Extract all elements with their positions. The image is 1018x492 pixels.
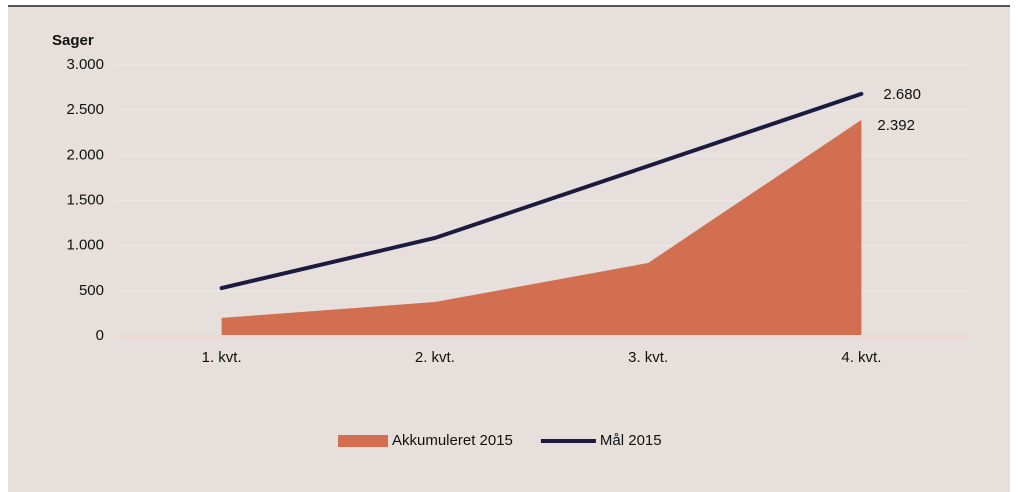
legend-label: Mål 2015 [600, 432, 662, 449]
data-label: 2.680 [883, 86, 921, 103]
x-tick-label: 3. kvt. [628, 349, 668, 366]
area [221, 119, 862, 336]
y-tick-label: 0 [96, 327, 104, 344]
y-axis-title: Sager [52, 32, 94, 49]
y-tick-label: 2.000 [66, 146, 104, 163]
legend-swatch [338, 435, 388, 447]
y-tick-label: 1.000 [66, 237, 104, 254]
data-label: 2.392 [877, 117, 915, 134]
line [219, 91, 864, 291]
y-tick-label: 2.500 [66, 101, 104, 118]
y-tick-label: 1.500 [66, 191, 104, 208]
x-tick-label: 2. kvt. [415, 349, 455, 366]
x-tick-label: 1. kvt. [202, 349, 242, 366]
y-tick-label: 500 [79, 282, 104, 299]
y-tick-label: 3.000 [66, 56, 104, 73]
x-tick-label: 4. kvt. [841, 349, 881, 366]
legend-label: Akkumuleret 2015 [392, 432, 513, 449]
